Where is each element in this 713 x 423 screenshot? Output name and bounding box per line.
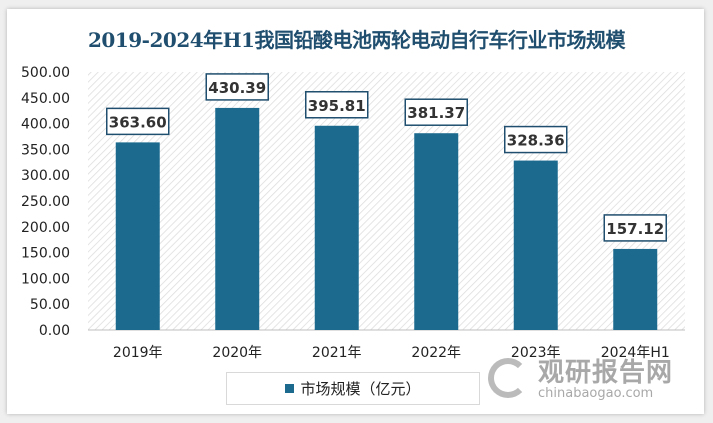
y-tick-label: 150.00	[21, 246, 70, 262]
y-tick-label: 100.00	[21, 271, 70, 287]
data-label-box	[603, 214, 667, 242]
watermark-logo-icon	[488, 358, 528, 398]
bar	[314, 125, 359, 330]
y-tick-label: 50.00	[30, 297, 70, 313]
y-tick-label: 250.00	[21, 194, 70, 210]
data-label: 363.60	[109, 113, 167, 131]
legend-label: 市场规模（亿元）	[300, 380, 421, 398]
bar	[414, 133, 459, 330]
y-tick-label: 400.00	[21, 117, 70, 133]
data-label: 381.37	[407, 104, 465, 122]
bar	[115, 142, 160, 330]
bar	[613, 248, 658, 330]
data-label: 157.12	[606, 220, 664, 238]
data-label-box	[504, 125, 568, 154]
data-label: 430.39	[208, 79, 266, 97]
y-tick-label: 500.00	[21, 65, 70, 81]
y-tick-label: 0.00	[39, 323, 70, 339]
data-label-box	[106, 107, 170, 136]
y-tick-label: 200.00	[21, 220, 70, 236]
legend: 市场规模（亿元）	[226, 372, 480, 405]
x-tick-label: 2020年	[212, 345, 262, 361]
plot-area	[88, 72, 685, 330]
watermark-en: chinabaogao.com	[538, 386, 654, 401]
x-tick-label: 2024年H1	[601, 345, 670, 361]
y-tick-label: 450.00	[21, 91, 70, 107]
data-label-box	[404, 98, 468, 126]
x-tick-label: 2021年	[312, 345, 362, 361]
chart-title: 2019-2024年H1我国铅酸电池两轮电动自行车行业市场规模	[88, 28, 625, 52]
watermark-cn: 观研报告网	[538, 358, 674, 388]
x-tick-label: 2022年	[411, 345, 461, 361]
legend-swatch	[285, 384, 295, 393]
y-tick-label: 350.00	[21, 142, 70, 158]
bar	[215, 107, 260, 330]
x-tick-label: 2023年	[511, 345, 561, 361]
data-label: 328.36	[507, 132, 565, 150]
data-label: 395.81	[308, 97, 366, 115]
data-label-box	[305, 91, 369, 119]
data-label-box	[205, 73, 269, 101]
x-tick-label: 2019年	[113, 345, 163, 361]
y-tick-label: 300.00	[21, 168, 70, 184]
bar	[513, 160, 558, 330]
